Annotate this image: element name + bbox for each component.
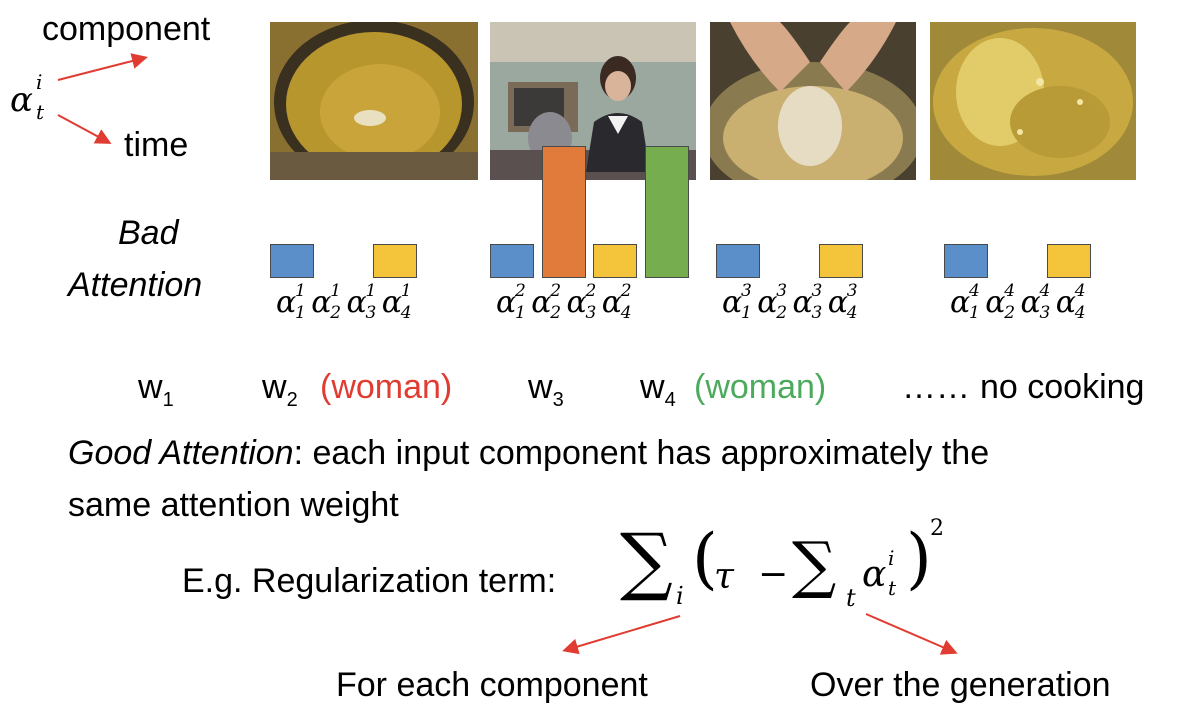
attention-bar-t4-c1 [944, 244, 988, 278]
regularization-label: E.g. Regularization term: [182, 562, 557, 600]
good-attention-line2: same attention weight [68, 486, 399, 524]
attention-bar-t1-c3 [373, 244, 417, 278]
good-attention-line1: Good Attention: each input component has… [68, 436, 989, 470]
formula-exponent: 2 [930, 516, 944, 541]
attention-bar-t2-c2 [541, 146, 586, 278]
attention-bar-t1-c1 [270, 244, 314, 278]
notation-arrows [57, 53, 148, 144]
word-ellipsis: …… [902, 368, 970, 406]
attention-bar-t3-c1 [716, 244, 760, 278]
attention-bar-t4-c3 [1047, 244, 1091, 278]
notation-alpha-base: α [10, 80, 33, 120]
attention-bar-t2-c3 [593, 244, 637, 278]
good-attention-description: : each input component has approximately… [293, 434, 990, 472]
word-w4-note: (woman) [694, 368, 827, 406]
video-frame-4 [930, 22, 1136, 180]
sum-outer-index: i [676, 582, 684, 610]
attention-bar-t2-c4 [644, 146, 689, 278]
notation-alpha-subscript: t [36, 100, 45, 124]
word-w2-note: (woman) [320, 368, 453, 406]
formula-alpha-sub: t [888, 576, 897, 600]
word-w4: w4 [640, 368, 676, 411]
bad-attention-label-line2: Attention [68, 266, 203, 304]
formula-alpha-sup: i [888, 546, 895, 570]
notation-alpha-superscript: i [36, 70, 43, 94]
tau-symbol: τ [714, 556, 734, 597]
word-w1: w1 [138, 368, 174, 411]
sum-symbol-inner: ∑ [792, 528, 837, 601]
arrow-over-generation [865, 613, 958, 655]
paren-right: ) [906, 520, 932, 597]
annotation-for-each-component: For each component [336, 666, 648, 704]
annotation-over-generation: Over the generation [810, 666, 1111, 704]
arrow-to-time [57, 114, 112, 144]
minus-sign: − [758, 554, 789, 595]
word-w3: w3 [528, 368, 564, 411]
video-frame-3 [710, 22, 916, 180]
sum-inner-index: t [846, 584, 856, 612]
word-no-cooking: no cooking [980, 368, 1145, 406]
attention-bar-t3-c3 [819, 244, 863, 278]
good-attention-term: Good Attention [68, 434, 294, 472]
paren-left: ( [692, 520, 718, 597]
arrow-to-component [57, 53, 148, 81]
attention-bar-t2-c1 [490, 244, 534, 278]
sum-symbol-outer: ∑ [620, 518, 673, 604]
formula-alpha: α [862, 554, 887, 595]
notation-time-label: time [124, 126, 189, 164]
notation-component-label: component [42, 10, 211, 48]
word-w2: w2 [262, 368, 298, 411]
arrow-for-each-component [562, 615, 681, 655]
bad-attention-label-line1: Bad [118, 214, 179, 252]
notation-alpha-symbol: α [10, 80, 33, 120]
video-frame-1 [270, 22, 478, 180]
